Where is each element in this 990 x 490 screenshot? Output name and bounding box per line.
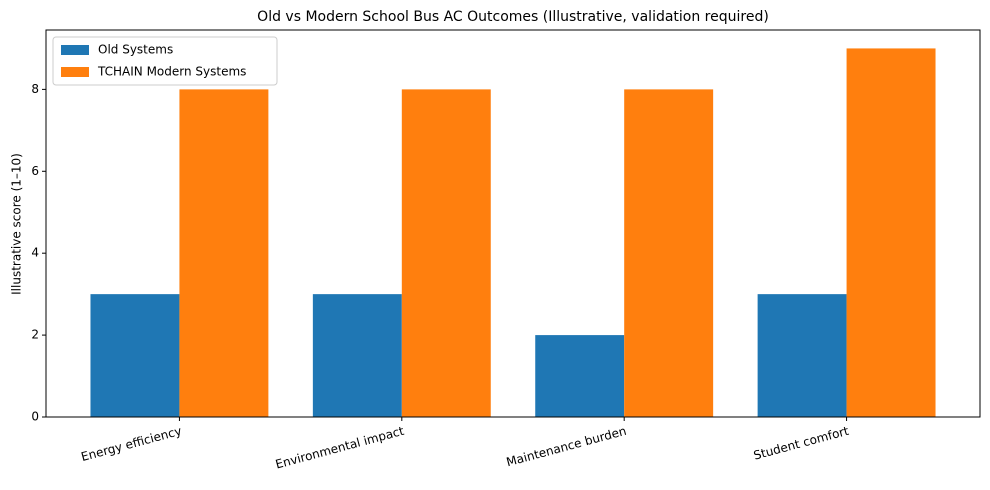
bar xyxy=(179,89,269,417)
y-tick-label: 0 xyxy=(31,410,39,424)
bar xyxy=(90,294,180,417)
legend-label: TCHAIN Modern Systems xyxy=(97,65,246,79)
y-tick-label: 2 xyxy=(31,328,39,342)
bar xyxy=(401,89,491,417)
bar xyxy=(846,48,936,418)
legend-box xyxy=(52,36,278,86)
y-axis-label: Illustrative score (1–10) xyxy=(10,153,24,295)
plot-frame xyxy=(45,29,981,418)
bar xyxy=(757,294,847,417)
y-tick-label: 4 xyxy=(31,246,39,260)
bar xyxy=(535,335,625,417)
legend-label: Old Systems xyxy=(98,43,173,57)
y-tick-label: 6 xyxy=(31,164,39,178)
chart-title: Old vs Modern School Bus AC Outcomes (Il… xyxy=(257,9,769,25)
legend-swatch xyxy=(61,67,89,77)
bar xyxy=(312,294,402,417)
legend-swatch xyxy=(61,45,89,55)
bar xyxy=(624,89,714,417)
y-tick-label: 8 xyxy=(31,82,39,96)
